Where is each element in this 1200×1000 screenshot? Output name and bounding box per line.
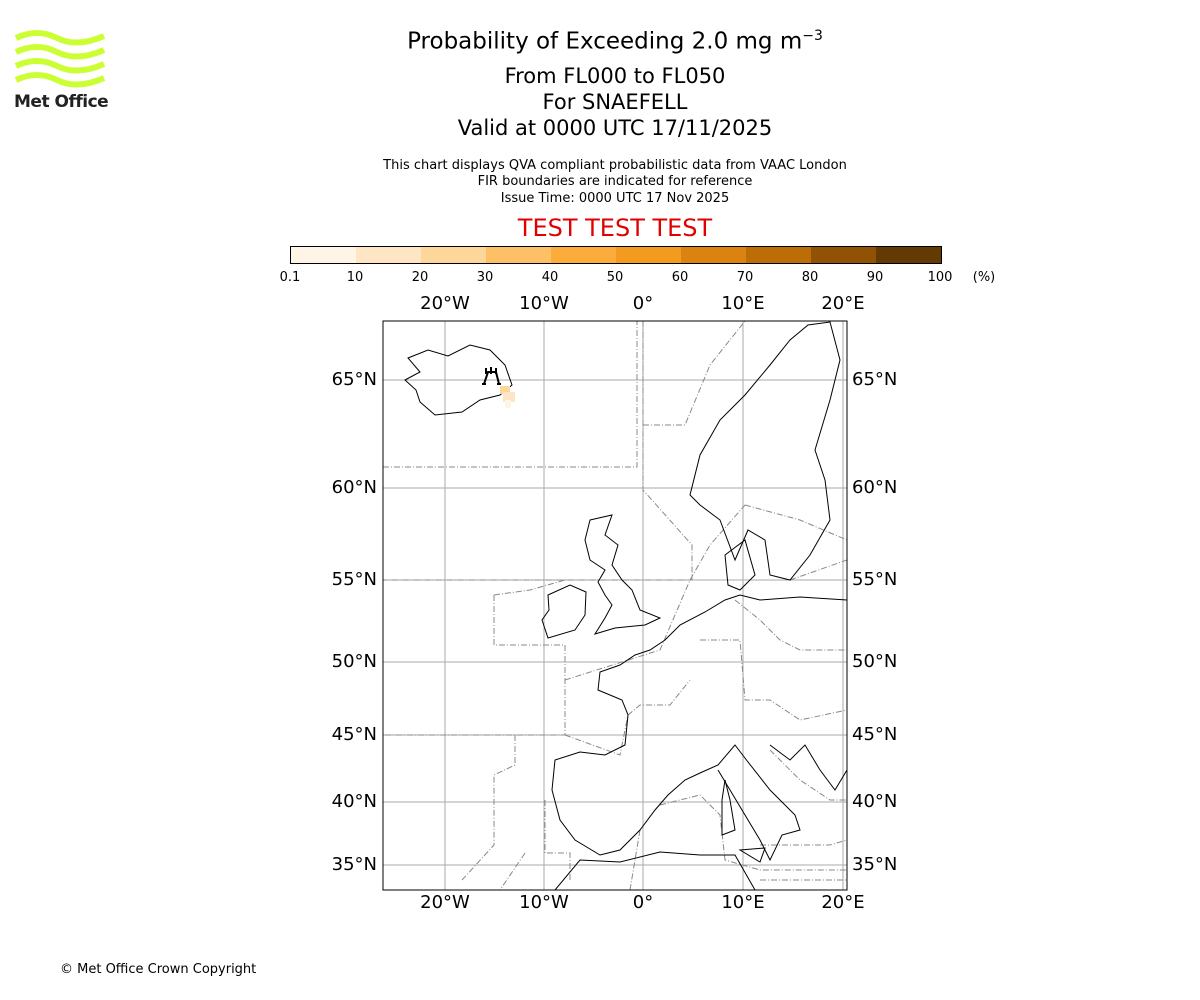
sicily <box>738 847 766 863</box>
title-exponent: −3 <box>802 28 823 44</box>
colorbar-segment <box>486 247 551 263</box>
colorbar-tick-label: 90 <box>866 270 884 285</box>
ireland <box>541 584 587 639</box>
issue-time: Issue Time: 0000 UTC 17 Nov 2025 <box>500 191 730 206</box>
note-line-1: This chart displays QVA compliant probab… <box>383 158 847 173</box>
axis-tick-label: 10°W <box>519 892 569 913</box>
colorbar-tick-label: 100 <box>927 270 953 285</box>
colorbar-unit: (%) <box>972 270 996 285</box>
colorbar-segment <box>421 247 486 263</box>
colorbar-segment <box>876 247 941 263</box>
axis-tick-label: 40°N <box>331 791 377 812</box>
axis-tick-label: 35°N <box>331 854 377 875</box>
ash-cell <box>500 386 510 394</box>
gridlines <box>383 321 847 890</box>
volcano-icon <box>482 367 501 385</box>
colorbar-segment <box>746 247 811 263</box>
flight-levels: From FL000 to FL050 <box>504 64 726 88</box>
colorbar-tick-label: 20 <box>411 270 429 285</box>
colorbar-segment <box>811 247 876 263</box>
axis-tick-label: 50°N <box>852 651 898 672</box>
colorbar-segment <box>291 247 356 263</box>
chart-title: Probability of Exceeding 2.0 mg m−3 <box>0 28 1200 55</box>
axis-tick-label: 0° <box>632 293 654 314</box>
colorbar-segment <box>551 247 616 263</box>
ash-cell <box>505 400 511 408</box>
axis-tick-label: 40°N <box>852 791 898 812</box>
axis-tick-label: 60°N <box>852 477 898 498</box>
axis-tick-label: 10°E <box>721 892 765 913</box>
colorbar <box>290 246 942 264</box>
axis-tick-label: 60°N <box>331 477 377 498</box>
axis-tick-label: 20°W <box>420 293 470 314</box>
fir-boundaries <box>383 321 847 890</box>
axis-tick-label: 0° <box>632 892 654 913</box>
note-line-2: FIR boundaries are indicated for referen… <box>477 174 753 189</box>
colorbar-tick-label: 30 <box>476 270 494 285</box>
test-banner: TEST TEST TEST <box>517 214 713 242</box>
axis-tick-label: 55°N <box>852 569 898 590</box>
met-office-logo <box>14 30 106 88</box>
colorbar-segment <box>616 247 681 263</box>
colorbar-segment <box>356 247 421 263</box>
map-frame <box>382 320 848 891</box>
logo-text: Met Office <box>14 92 109 112</box>
volcano-name: For SNAEFELL <box>542 90 688 114</box>
ash-probability <box>500 386 515 408</box>
scandinavia <box>689 321 841 581</box>
axis-tick-label: 35°N <box>852 854 898 875</box>
colorbar-tick-label: 40 <box>541 270 559 285</box>
axis-tick-label: 10°E <box>721 293 765 314</box>
axis-tick-label: 45°N <box>331 724 377 745</box>
north-africa <box>554 851 756 890</box>
copyright: © Met Office Crown Copyright <box>60 962 257 977</box>
axis-tick-label: 55°N <box>331 569 377 590</box>
axis-tick-label: 20°W <box>420 892 470 913</box>
corsica-sardinia <box>721 779 736 836</box>
valid-time: Valid at 0000 UTC 17/11/2025 <box>457 116 773 140</box>
axis-tick-label: 65°N <box>852 369 898 390</box>
axis-tick-label: 45°N <box>852 724 898 745</box>
colorbar-tick-label: 10 <box>346 270 364 285</box>
denmark <box>724 539 756 591</box>
coastlines <box>404 321 847 890</box>
colorbar-tick-label: 50 <box>606 270 624 285</box>
axis-tick-label: 65°N <box>331 369 377 390</box>
title-text: Probability of Exceeding 2.0 mg m <box>407 28 803 55</box>
continent <box>551 594 847 862</box>
axis-tick-label: 20°E <box>821 293 865 314</box>
great-britain <box>584 514 662 635</box>
colorbar-tick-label: 0.1 <box>279 270 301 285</box>
colorbar-tick-label: 80 <box>801 270 819 285</box>
colorbar-segment <box>681 247 746 263</box>
axis-tick-label: 50°N <box>331 651 377 672</box>
ash-cell <box>503 392 515 402</box>
colorbar-tick-label: 60 <box>671 270 689 285</box>
axis-tick-label: 10°W <box>519 293 569 314</box>
iceland <box>404 344 513 416</box>
colorbar-tick-label: 70 <box>736 270 754 285</box>
axis-tick-label: 20°E <box>821 892 865 913</box>
